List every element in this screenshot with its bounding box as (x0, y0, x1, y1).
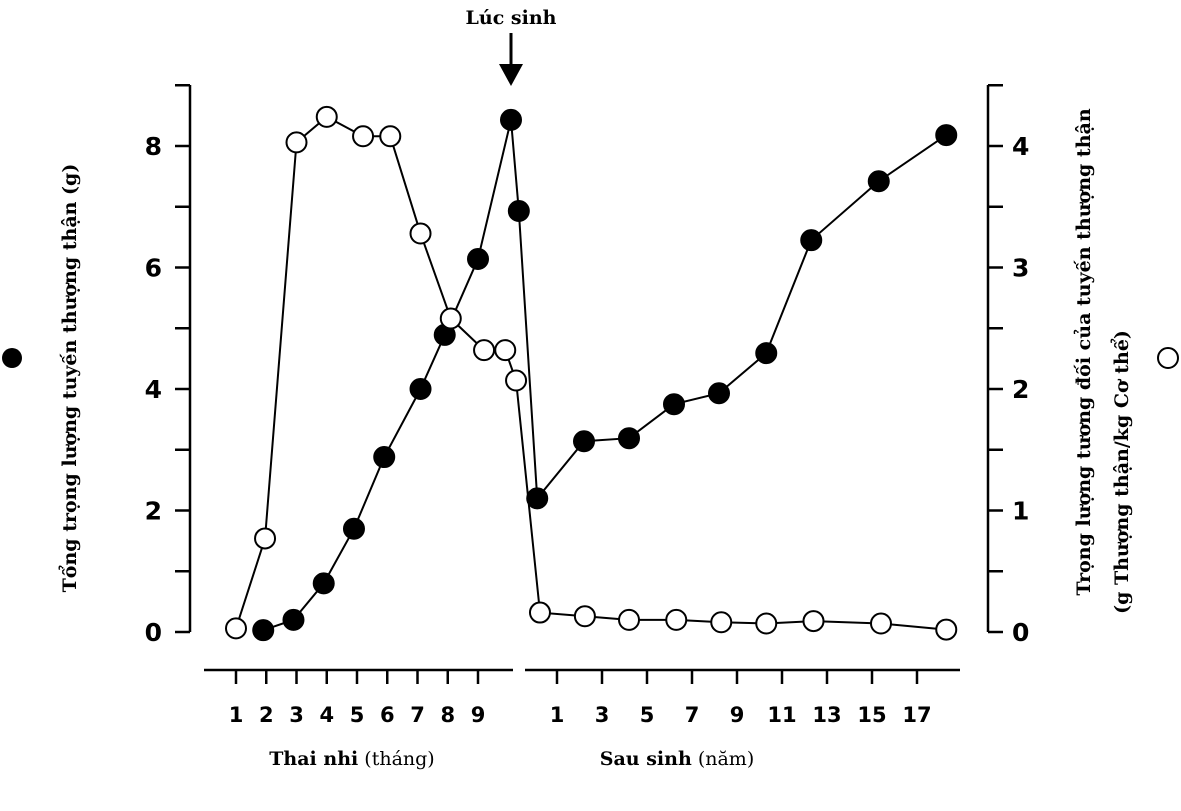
relative-weight-point (473, 339, 496, 362)
x-postnatal-label: Sau sinh (năm) (600, 748, 754, 770)
right-axis-label-line2: (g Thượng thận/kg Cơ thể) (1109, 330, 1133, 614)
birth-annotation: Lúc sinh (466, 7, 557, 29)
total-weight-point (312, 572, 335, 595)
series-markers (225, 105, 958, 642)
relative-weight-point (352, 125, 375, 148)
x-fetal-label-bold: Thai nhi (269, 748, 358, 770)
right-axis-tick-label: 2 (1012, 375, 1029, 404)
x-fetal-tick-label: 7 (410, 703, 425, 727)
right-axis-tick-label: 1 (1012, 497, 1029, 526)
total-weight-point (467, 247, 489, 270)
x-postnatal-label-bold: Sau sinh (600, 748, 692, 770)
relative-weight-point (528, 601, 551, 624)
right-axis-tick-label: 4 (1012, 132, 1029, 161)
x-fetal-label-unit: (tháng) (364, 748, 434, 770)
x-fetal-tick-label: 1 (229, 703, 244, 727)
relative-weight-point (285, 131, 308, 154)
x-fetal-tick-label: 3 (289, 703, 304, 727)
x-postnatal-tick-label: 3 (595, 703, 610, 727)
x-postnatal-tick-label: 7 (685, 703, 700, 727)
relative-weight-point (710, 611, 733, 634)
x-postnatal-tick-label: 9 (730, 703, 745, 727)
total-weight-point (867, 170, 890, 193)
x-fetal-tick-label: 6 (380, 703, 395, 727)
relative-weight-point (755, 612, 778, 635)
relative-weight-point (409, 222, 432, 245)
total-weight-point (573, 430, 595, 453)
x-fetal-tick-label: 8 (440, 703, 455, 727)
left-axis-tick-label: 8 (145, 132, 162, 161)
total-weight-point (373, 446, 396, 469)
total-weight-point (618, 427, 640, 450)
relative-weight-point (254, 527, 277, 550)
x-postnatal-tick-label: 5 (640, 703, 655, 727)
relative-weight-point (439, 307, 462, 330)
relative-weight-point (573, 605, 596, 628)
x-fetal-tick-label: 5 (350, 703, 365, 727)
left-axis-label: Tổng trọng lượng tuyến thượng thận (g) (57, 164, 81, 593)
total-weight-point (526, 487, 549, 510)
x-postnatal-tick-label: 17 (902, 703, 931, 727)
relative-weight-point (505, 369, 528, 392)
x-fetal-tick-label: 4 (319, 703, 334, 727)
x-postnatal-label-unit: (năm) (698, 748, 754, 770)
total-weight-point (935, 124, 958, 147)
x-postnatal-tick-label: 1 (550, 703, 565, 727)
total-weight-line (262, 119, 947, 632)
total-weight-point (252, 619, 275, 642)
left-axis-tick-label: 2 (145, 497, 162, 526)
total-weight-point (800, 229, 823, 252)
right-axis-legend-open-circle-icon (1157, 347, 1179, 369)
x-postnatal-tick-label: 13 (812, 703, 841, 727)
right-axis-tick-label: 3 (1012, 254, 1029, 283)
x-postnatal-tick-label: 15 (857, 703, 886, 727)
left-axis-tick-label: 4 (145, 375, 162, 404)
total-weight-point (708, 382, 730, 405)
relative-weight-line (235, 115, 947, 631)
x-fetal-label: Thai nhi (tháng) (269, 748, 434, 770)
relative-weight-point (870, 612, 892, 635)
total-weight-point (507, 200, 530, 223)
left-axis-tick-label: 0 (145, 618, 162, 647)
relative-weight-point (802, 610, 825, 633)
total-weight-point (663, 393, 685, 416)
right-axis-label-line1: Trọng lượng tương đối của tuyến thượng t… (1073, 108, 1095, 595)
total-weight-point (342, 517, 365, 540)
birth-arrow-icon (499, 33, 523, 86)
series-lines (235, 115, 947, 632)
total-weight-point (500, 108, 522, 131)
relative-weight-point (225, 617, 247, 640)
x-fetal-tick-label: 2 (259, 703, 274, 727)
relative-weight-point (935, 618, 958, 641)
left-axis-tick-label: 6 (145, 254, 162, 283)
total-weight-point (282, 608, 305, 631)
relative-weight-point (494, 339, 517, 362)
relative-weight-point (618, 608, 640, 631)
right-axis-tick-label: 0 (1012, 618, 1029, 647)
total-weight-point (409, 378, 432, 400)
relative-weight-point (665, 608, 688, 631)
left-axis-legend-filled-circle-icon (2, 348, 22, 368)
x-fetal-tick-label: 9 (471, 703, 486, 727)
relative-weight-point (315, 105, 338, 128)
relative-weight-point (379, 125, 402, 148)
total-weight-point (755, 342, 778, 365)
x-postnatal-tick-label: 11 (767, 703, 796, 727)
